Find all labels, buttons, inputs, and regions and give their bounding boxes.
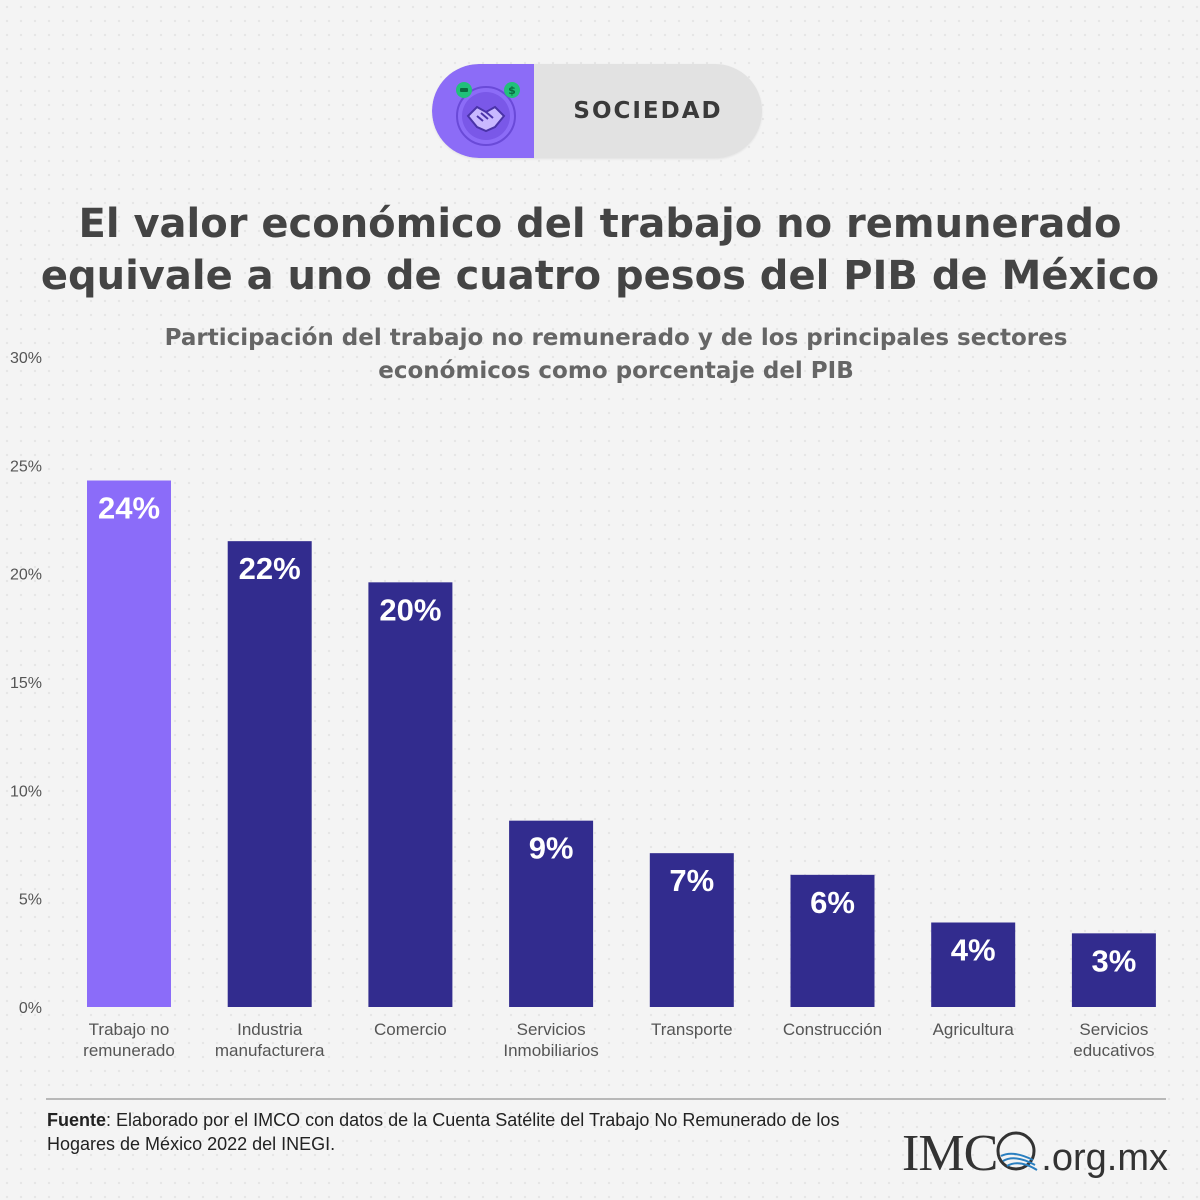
bar: [790, 874, 875, 1007]
chart-title: El valor económico del trabajo no remune…: [0, 198, 1200, 302]
y-tick-label: 15%: [10, 675, 42, 692]
y-tick-label: 20%: [10, 567, 42, 584]
bar: [368, 582, 453, 1007]
x-tick-label-line: Servicios: [1079, 1020, 1148, 1039]
badge-label: SOCIEDAD: [573, 98, 723, 124]
x-tick-label-line: Transporte: [651, 1020, 733, 1039]
x-tick-label: Construcción: [783, 1020, 882, 1039]
bar: [227, 541, 312, 1007]
x-tick-label: Comercio: [374, 1020, 447, 1039]
footer-divider: [46, 1098, 1166, 1100]
bar-value-label: 9%: [529, 831, 574, 866]
x-tick-label-line: Comercio: [374, 1020, 447, 1039]
section-badge: $ SOCIEDAD: [432, 64, 762, 158]
x-tick-label: Servicios educativos: [1073, 1020, 1154, 1060]
bar-value-label: 3%: [1091, 943, 1136, 978]
imco-logo: IMC .org.mx: [902, 1124, 1168, 1184]
x-tick-label-line: Inmobiliarios: [503, 1041, 598, 1060]
svg-text:$: $: [508, 84, 516, 97]
logo-globe-icon: [996, 1131, 1038, 1171]
handshake-coins-icon: $: [456, 82, 520, 146]
bar-value-label: 20%: [379, 592, 441, 627]
x-tick-label: Trabajo no remunerado: [83, 1020, 175, 1060]
bar-value-label: 24%: [98, 491, 160, 526]
badge-icon-panel: $: [432, 64, 534, 158]
x-tick-label-line: manufacturera: [215, 1041, 325, 1060]
bar: [87, 480, 171, 1007]
y-tick-label: 25%: [10, 458, 42, 475]
bar-value-label: 22%: [239, 551, 301, 586]
subtitle-line-2: económicos como porcentaje del PIB: [378, 358, 854, 384]
logo-domain: .org.mx: [1041, 1137, 1168, 1179]
bar: [509, 820, 594, 1007]
bar-value-label: 4%: [951, 933, 996, 968]
bar-chart: 0% 5% 10% 15% 20% 25% 30% 24% Trabajo no remunera…: [10, 350, 1156, 1060]
x-tick-label-line: Industria: [237, 1020, 303, 1039]
x-tick-label-line: Construcción: [783, 1020, 882, 1039]
bar: [649, 853, 734, 1007]
x-tick-label: Transporte: [651, 1020, 733, 1039]
x-tick-label: Servicios Inmobiliarios: [503, 1020, 598, 1060]
source-text: : Elaborado por el IMCO con datos de la …: [47, 1110, 840, 1154]
x-tick-label-line: Servicios: [517, 1020, 586, 1039]
source-note: Fuente: Elaborado por el IMCO con datos …: [47, 1108, 907, 1156]
x-tick-label-line: Agricultura: [933, 1020, 1015, 1039]
bar-value-label: 7%: [669, 863, 714, 898]
subtitle-line-1: Participación del trabajo no remunerado …: [164, 325, 1068, 351]
bar-value-label: 6%: [810, 885, 855, 920]
bar: [931, 922, 1016, 1007]
y-tick-label: 30%: [10, 350, 42, 367]
x-tick-label-line: Trabajo no: [89, 1020, 170, 1039]
x-tick-label: Agricultura: [933, 1020, 1015, 1039]
source-label: Fuente: [47, 1110, 107, 1130]
y-tick-label: 0%: [19, 1000, 42, 1017]
bar: [1071, 933, 1156, 1007]
y-tick-label: 10%: [10, 783, 42, 800]
x-tick-label: Industria manufacturera: [215, 1020, 325, 1060]
y-tick-label: 5%: [19, 892, 42, 909]
title-line-2: equivale a uno de cuatro pesos del PIB d…: [40, 253, 1160, 299]
x-tick-label-line: remunerado: [83, 1041, 175, 1060]
title-line-1: El valor económico del trabajo no remune…: [78, 201, 1122, 247]
chart-subtitle: Participación del trabajo no remunerado …: [100, 322, 1132, 388]
x-tick-label-line: educativos: [1073, 1041, 1154, 1060]
logo-wordmark: IMC: [902, 1125, 998, 1182]
